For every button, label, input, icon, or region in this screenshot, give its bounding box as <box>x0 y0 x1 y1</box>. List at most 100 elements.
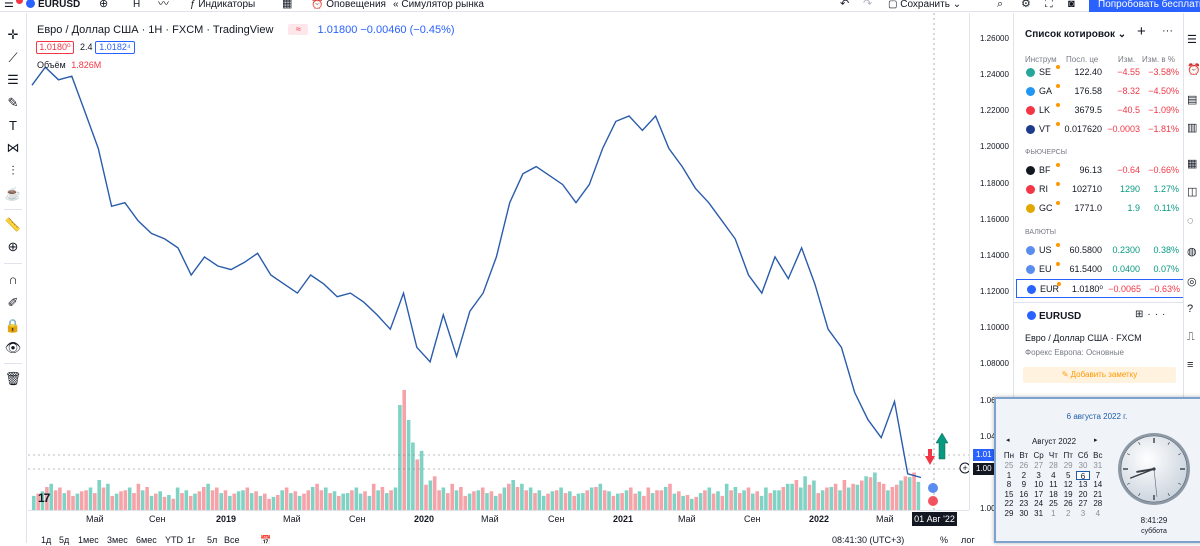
add-note-button[interactable]: ✎ Добавить заметку <box>1023 367 1176 383</box>
trend-line-icon[interactable]: ⟋ <box>8 50 18 65</box>
ruler-icon[interactable]: 📏 <box>4 217 22 232</box>
alerts-button[interactable]: ⏰ Оповещения <box>311 0 386 12</box>
calendar-day[interactable]: 24 <box>1034 499 1044 508</box>
calendar-day[interactable]: 27 <box>1034 461 1044 470</box>
help-icon[interactable]: ? <box>1187 303 1194 315</box>
order-panel-icon[interactable]: ⎍ <box>1187 331 1195 343</box>
calendar-day[interactable]: 31 <box>1034 508 1044 518</box>
range-6m[interactable]: 6мес <box>136 535 157 545</box>
bar-replay-button[interactable]: « Симулятор рынка <box>393 0 484 12</box>
range-5y[interactable]: 5л <box>207 535 218 545</box>
redo-icon[interactable]: ↷ <box>863 0 873 10</box>
chat-icon[interactable]: ◌ <box>1187 215 1194 227</box>
calendar-day[interactable]: 30 <box>1078 461 1088 470</box>
section-futures[interactable]: ФЬЮЧЕРСЫ <box>1025 149 1067 156</box>
calendar-day[interactable]: 8 <box>1006 480 1012 489</box>
calendar-day[interactable]: 26 <box>1063 499 1073 508</box>
calendar-day[interactable]: 2 <box>1065 508 1071 518</box>
calendar-icon[interactable]: ▦ <box>1187 158 1198 170</box>
calendar-day[interactable]: 25 <box>1004 461 1014 470</box>
compare-plus-icon[interactable]: ⊕ <box>99 0 109 10</box>
calendar-day[interactable]: 3 <box>1036 470 1041 480</box>
crosshair-icon[interactable]: ✛ <box>7 27 19 42</box>
pattern-icon[interactable]: ⋈ <box>6 140 20 155</box>
undo-icon[interactable]: ↶ <box>840 0 850 10</box>
tradingview-logo[interactable]: 17 <box>38 491 50 505</box>
layouts-grid-icon[interactable]: ▦ <box>282 0 293 10</box>
calendar-day[interactable]: 28 <box>1093 499 1103 508</box>
calendar-day[interactable]: 19 <box>1063 489 1073 499</box>
col-last[interactable]: Посл. це <box>1066 55 1099 64</box>
add-symbol-plus-icon[interactable]: + <box>1137 23 1146 40</box>
menu-icon[interactable]: ☰ <box>4 0 14 10</box>
dividend-flag-icon[interactable] <box>928 496 938 506</box>
notifications-icon[interactable]: ◎ <box>1187 276 1197 288</box>
volume-legend[interactable]: Объём 1.826M <box>37 60 101 70</box>
watchlist-row[interactable]: VT 0.017620 −0.0003 −1.81% <box>1016 120 1184 139</box>
dom-icon[interactable]: ≡ <box>1187 359 1194 371</box>
goto-date-icon[interactable]: 📅 <box>260 535 272 545</box>
ideas-icon[interactable]: ◫ <box>1187 186 1198 198</box>
alerts-icon[interactable]: ⏰ <box>1187 64 1200 76</box>
sell-arrow-icon[interactable] <box>925 449 935 465</box>
col-change[interactable]: Изм. <box>1118 55 1136 64</box>
col-symbol[interactable]: Инструм <box>1025 55 1057 64</box>
prediction-icon[interactable]: ⫶ <box>11 163 15 178</box>
buy-arrow-icon[interactable] <box>935 432 949 460</box>
calendar-day[interactable]: 22 <box>1004 499 1014 508</box>
chart-canvas[interactable]: + <box>28 13 969 510</box>
calendar-day[interactable]: 25 <box>1048 499 1058 508</box>
streams-icon[interactable]: ◍ <box>1187 246 1197 258</box>
symbol-search-button[interactable]: EURUSD <box>26 0 80 12</box>
range-5d[interactable]: 5д <box>59 535 70 545</box>
sell-price-button[interactable]: 1.0180⁰ <box>36 41 74 54</box>
calendar-day[interactable]: 7 <box>1095 470 1101 480</box>
calendar-day[interactable]: 21 <box>1093 489 1103 499</box>
col-change-pct[interactable]: Изм. в % <box>1142 55 1175 64</box>
utc-clock[interactable]: 08:41:30 (UTC+3) <box>832 535 905 545</box>
range-3m[interactable]: 3мес <box>107 535 128 545</box>
section-forex[interactable]: ВАЛЮТЫ <box>1025 229 1057 236</box>
try-free-button[interactable]: Попробовать бесплатно <box>1089 0 1200 12</box>
details-symbol[interactable]: EURUSD <box>1027 311 1081 322</box>
calendar-day[interactable]: 9 <box>1021 480 1027 489</box>
calendar-day[interactable]: 1 <box>1051 508 1056 518</box>
settings-gear-icon[interactable]: ⚙ <box>1021 0 1031 10</box>
calendar-day[interactable]: 6 <box>1076 470 1090 481</box>
calendar-day[interactable]: 17 <box>1034 489 1044 499</box>
calendar-day[interactable]: 2 <box>1021 470 1027 480</box>
log-toggle[interactable]: лог <box>961 535 975 545</box>
icons-tool-icon[interactable]: ☕ <box>4 186 22 201</box>
percent-toggle[interactable]: % <box>940 535 949 545</box>
event-flag-icon[interactable] <box>928 483 938 493</box>
calendar-day[interactable]: 11 <box>1049 480 1058 489</box>
range-all[interactable]: Все <box>224 535 240 545</box>
chart-pane[interactable]: + Евро / Доллар США · 1Н · FXCM · Tradin… <box>28 13 969 510</box>
add-plus-icon[interactable] <box>959 462 969 474</box>
range-1d[interactable]: 1д <box>41 535 52 545</box>
watchlist-row[interactable]: EU 61.5400 0.0400 0.07% <box>1016 260 1184 279</box>
time-axis[interactable]: 01 Авг '22 Май Сен 2019 Май Сен 2020 Май Сен 202… <box>28 510 969 527</box>
watchlist-row[interactable]: RI 102710 1290 1.27% <box>1016 180 1184 199</box>
watchlist-title-button[interactable]: Список котировок ⌄ <box>1025 29 1126 40</box>
calendar-day[interactable]: 16 <box>1019 489 1029 499</box>
horizontal-lines-icon[interactable]: ☰ <box>7 72 19 87</box>
calendar-day[interactable]: 26 <box>1019 461 1029 470</box>
watchlist-row[interactable]: EUR 1.0180⁰ −0.0065 −0.63% <box>1016 279 1184 298</box>
watchlist-row[interactable]: US 60.5800 0.2300 0.38% <box>1016 241 1184 260</box>
calendar-day[interactable]: 23 <box>1019 499 1029 508</box>
interval-button[interactable]: H <box>133 0 141 10</box>
brush-icon[interactable]: ✎ <box>7 95 19 110</box>
text-tool-icon[interactable]: T <box>9 118 17 133</box>
trash-icon[interactable]: 🗑 <box>4 371 22 386</box>
buy-price-button[interactable]: 1.0182⁴ <box>95 41 135 54</box>
save-layout-button[interactable]: ▢ Сохранить ⌄ <box>888 0 961 12</box>
calendar-day[interactable]: 20 <box>1078 489 1088 499</box>
calendar-day[interactable]: 13 <box>1078 480 1088 489</box>
watchlist-row[interactable]: GC 1771.0 1.9 0.11% <box>1016 199 1184 218</box>
calendar-day[interactable]: 4 <box>1095 508 1101 518</box>
chart-type-icon[interactable]: 〰 <box>158 0 169 10</box>
calendar-day[interactable]: 31 <box>1093 461 1103 470</box>
watchlist-icon[interactable]: ☰ <box>1187 34 1197 46</box>
calendar-day[interactable]: 15 <box>1004 489 1014 499</box>
